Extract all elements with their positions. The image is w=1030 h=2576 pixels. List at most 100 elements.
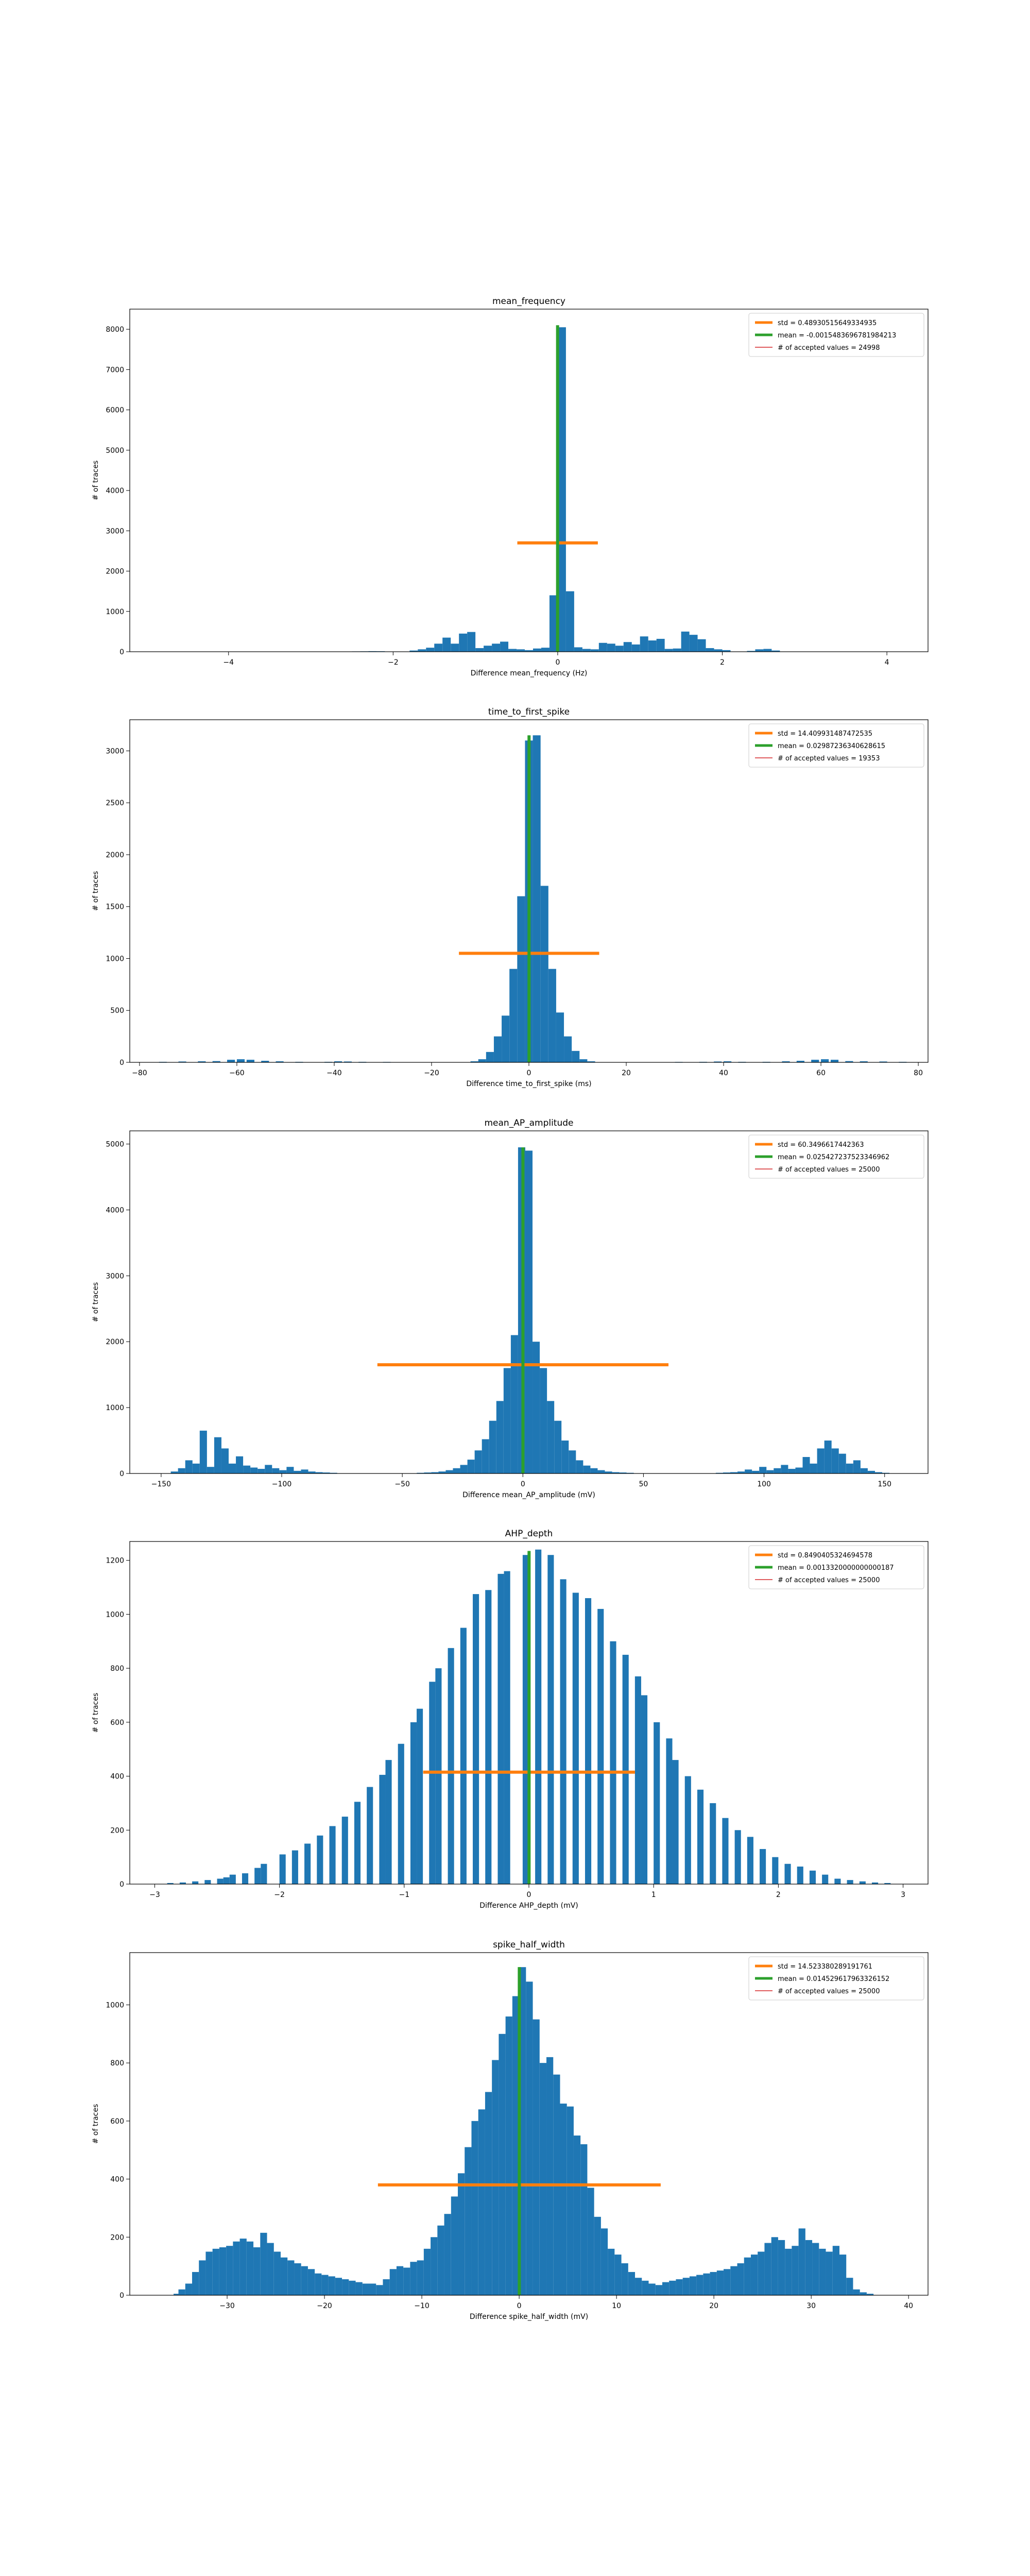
histogram-bar [489, 1420, 496, 1473]
histogram-bar [424, 1472, 432, 1473]
x-tick-label: −20 [317, 2302, 332, 2310]
y-tick-label: 800 [110, 2059, 124, 2067]
histogram-bar [261, 1863, 267, 1884]
y-tick-label: 400 [110, 1773, 124, 1781]
histogram-bar [676, 2279, 683, 2295]
histogram-bar [853, 2289, 860, 2295]
histogram-bar [233, 2241, 240, 2295]
histogram-bar [774, 1468, 781, 1473]
histogram-bar [540, 1368, 547, 1473]
histogram-bar [308, 1471, 316, 1473]
histogram-bar [470, 1061, 478, 1062]
histogram-bar [499, 2033, 506, 2295]
histogram-bar [569, 1450, 576, 1473]
histogram-bar [710, 2272, 717, 2295]
y-axis-label: # of traces [92, 1693, 100, 1733]
histogram-bar [334, 1061, 342, 1062]
y-axis-label: # of traces [92, 871, 100, 911]
histogram-bar [272, 1468, 280, 1473]
x-tick-label: 20 [709, 2302, 718, 2310]
histogram-bar [838, 1453, 846, 1473]
histogram-bar [482, 1439, 489, 1473]
histogram-bar [465, 2147, 472, 2295]
histogram-bar [167, 1883, 174, 1884]
histogram-bar [170, 1471, 178, 1473]
chart-panel-1: mean_frequency −4 −2 0 2 4 0 1000 2000 3000 4000 50… [92, 296, 929, 677]
histogram-bar [504, 1571, 510, 1884]
histogram-bar [239, 2239, 247, 2295]
histogram-bar [265, 1465, 272, 1473]
histogram-bar [178, 1468, 185, 1473]
x-axis-label: Difference mean_AP_amplitude (mV) [462, 1491, 595, 1499]
histogram-bar [788, 1469, 796, 1473]
histogram-bar [669, 2280, 676, 2295]
histogram-bar [304, 1843, 311, 1884]
histogram-bar [473, 1594, 479, 1884]
y-tick-label: 1000 [106, 1611, 124, 1619]
histogram-bar [294, 1470, 301, 1473]
histogram-bar [654, 1722, 660, 1884]
histogram-bar [605, 1471, 612, 1473]
histogram-bar [860, 1061, 868, 1062]
x-tick-label: −2 [388, 658, 399, 667]
y-tick-label: 0 [119, 1470, 124, 1478]
histogram-bar [349, 2280, 356, 2295]
histogram-bar [846, 2278, 853, 2295]
histogram-bar [681, 631, 690, 652]
histogram-bar [535, 1549, 542, 1884]
x-tick-label: 2 [776, 1891, 781, 1899]
y-tick-label: 600 [110, 1719, 124, 1727]
histogram-bar [598, 642, 607, 652]
y-tick-label: 5000 [106, 447, 124, 455]
histogram-bar [812, 2243, 819, 2295]
histogram-bar [221, 1448, 229, 1473]
histogram-bar [459, 633, 468, 652]
histogram-bar [273, 2251, 281, 2295]
histogram-bar [219, 2247, 227, 2295]
histogram-bar [192, 1463, 200, 1473]
histogram-bar [795, 1467, 803, 1473]
histogram-bar [724, 2269, 731, 2295]
legend-entry: # of accepted values = 19353 [778, 755, 880, 762]
histogram-bar [417, 1708, 423, 1884]
histogram-bar [212, 2248, 219, 2295]
histogram-bar [656, 638, 665, 652]
histogram-bar [509, 969, 518, 1062]
histogram-bar [286, 1467, 294, 1473]
histogram-bar [697, 1789, 704, 1884]
histogram-bar [492, 2060, 499, 2295]
histogram-bar [724, 1061, 732, 1062]
x-tick-label: −30 [219, 2302, 235, 2310]
legend-entry: mean = -0.0015483696781984213 [778, 332, 896, 340]
histogram-bar [723, 1472, 731, 1473]
histogram-bar [564, 1036, 572, 1062]
histogram-bar [610, 1641, 616, 1884]
histogram-bar [703, 2273, 710, 2295]
histogram-bar [322, 1472, 330, 1473]
histogram-bar [512, 1996, 520, 2295]
chart-title: spike_half_width [493, 1940, 565, 1950]
histogram-bar [287, 2260, 295, 2295]
histogram-bar [497, 1573, 504, 1884]
histogram-bar [254, 1868, 261, 1884]
histogram-bar [174, 2294, 181, 2295]
x-tick-label: −4 [223, 658, 234, 667]
histogram-bar [478, 1059, 486, 1062]
histogram-bar [619, 1472, 627, 1473]
histogram-bar [178, 2289, 185, 2295]
x-tick-label: 60 [816, 1069, 826, 1077]
histogram-bar [565, 591, 574, 652]
histogram-bar [317, 1835, 323, 1884]
x-tick-label: 40 [904, 2302, 913, 2310]
histogram-bar [796, 1060, 804, 1062]
histogram-bar [517, 896, 525, 1062]
histogram-bar [580, 2144, 588, 2295]
histogram-bar [410, 2262, 417, 2295]
histogram-bar [573, 2136, 581, 2295]
x-tick-label: 20 [622, 1069, 631, 1077]
histogram-bar [576, 1460, 583, 1473]
histogram-bar [557, 327, 566, 652]
legend-entry: # of accepted values = 25000 [778, 1166, 880, 1174]
histogram-bar [845, 1061, 853, 1062]
histogram-bar [541, 648, 550, 652]
